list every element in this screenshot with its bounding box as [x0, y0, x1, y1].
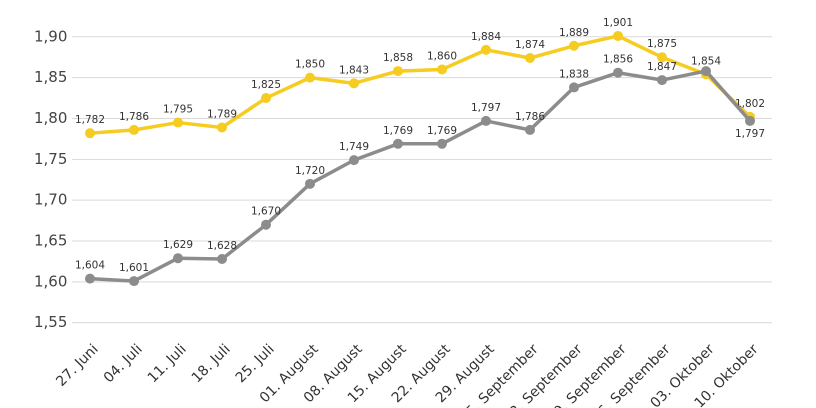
- data-label: 1,789: [207, 108, 237, 120]
- data-point: [217, 254, 227, 265]
- data-point: [657, 75, 667, 86]
- data-point: [613, 30, 623, 41]
- data-label: 1,604: [75, 260, 105, 272]
- x-tick-label: 18. Juli: [189, 341, 234, 386]
- data-point: [437, 138, 447, 149]
- data-point: [393, 66, 403, 77]
- data-point: [349, 78, 359, 89]
- data-label: 1,825: [251, 79, 281, 91]
- data-label: 1,795: [163, 104, 193, 116]
- data-point: [525, 124, 535, 135]
- data-point: [305, 178, 315, 189]
- data-label: 1,749: [339, 141, 369, 153]
- data-label: 1,847: [647, 61, 677, 73]
- data-point: [481, 115, 491, 126]
- data-label: 1,854: [691, 55, 721, 67]
- y-tick-label: 1,65: [34, 232, 67, 250]
- series-line: [89, 69, 752, 283]
- data-point: [701, 66, 711, 77]
- data-point: [745, 115, 755, 126]
- data-point: [613, 67, 623, 78]
- data-label: 1,797: [735, 128, 765, 140]
- data-label: 1,601: [119, 262, 149, 274]
- data-label: 1,850: [295, 59, 325, 71]
- data-label: 1,858: [383, 52, 413, 64]
- data-label: 1,720: [295, 165, 325, 177]
- data-label: 1,860: [427, 50, 457, 62]
- data-label: 1,782: [75, 114, 105, 126]
- data-label: 1,628: [207, 240, 237, 252]
- data-point: [525, 53, 535, 64]
- data-point: [85, 273, 95, 284]
- data-label: 1,901: [603, 17, 633, 29]
- data-label: 1,843: [339, 64, 369, 76]
- data-label: 1,769: [383, 125, 413, 137]
- y-tick-label: 1,60: [34, 272, 67, 290]
- data-point: [261, 219, 271, 230]
- data-point: [129, 124, 139, 135]
- data-point: [261, 93, 271, 104]
- data-label: 1,629: [163, 239, 193, 251]
- data-point: [437, 64, 447, 75]
- data-point: [129, 276, 139, 287]
- data-label: 1,802: [735, 98, 765, 110]
- data-label: 1,884: [471, 31, 501, 43]
- data-label: 1,838: [559, 68, 589, 80]
- data-label: 1,889: [559, 27, 589, 39]
- data-point: [569, 82, 579, 93]
- data-point: [349, 155, 359, 166]
- data-point: [85, 128, 95, 139]
- data-label: 1,856: [603, 54, 633, 66]
- data-point: [173, 253, 183, 264]
- data-label: 1,786: [119, 111, 149, 123]
- data-point: [657, 52, 667, 63]
- data-label: 1,797: [471, 102, 501, 114]
- x-tick-label: 27. Juni: [53, 341, 101, 389]
- data-label: 1,874: [515, 39, 545, 51]
- data-label: 1,670: [251, 206, 281, 218]
- data-point: [173, 117, 183, 128]
- data-label: 1,875: [647, 38, 677, 50]
- y-tick-label: 1,85: [34, 68, 67, 86]
- data-point: [305, 72, 315, 83]
- data-label: 1,769: [427, 125, 457, 137]
- y-tick-label: 1,90: [34, 27, 67, 45]
- x-tick-label: 04. Juli: [101, 341, 146, 386]
- y-tick-label: 1,75: [34, 150, 67, 168]
- series-line: [89, 34, 752, 135]
- y-tick-label: 1,55: [34, 313, 67, 331]
- x-tick-label: 11. Juli: [145, 341, 190, 386]
- data-point: [217, 122, 227, 133]
- y-tick-label: 1,70: [34, 191, 67, 209]
- y-tick-label: 1,80: [34, 109, 67, 127]
- data-point: [393, 138, 403, 149]
- data-point: [569, 40, 579, 51]
- data-point: [481, 44, 491, 55]
- data-label: 1,786: [515, 111, 545, 123]
